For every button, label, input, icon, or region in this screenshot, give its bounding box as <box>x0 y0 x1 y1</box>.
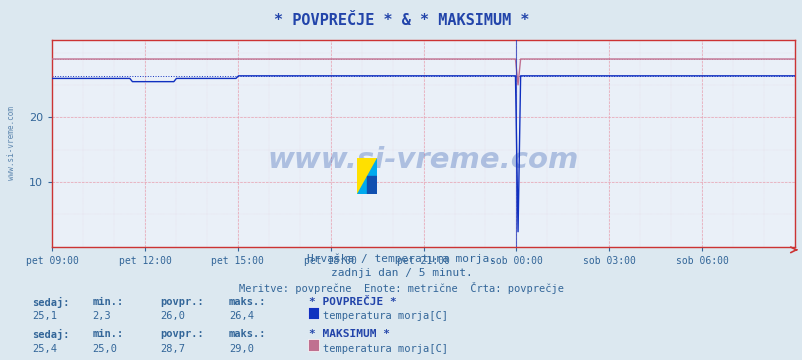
Text: www.si-vreme.com: www.si-vreme.com <box>7 106 16 180</box>
Polygon shape <box>357 158 377 194</box>
Text: 2,3: 2,3 <box>92 311 111 321</box>
Text: 28,7: 28,7 <box>160 344 185 354</box>
Text: min.:: min.: <box>92 329 124 339</box>
Text: temperatura morja[C]: temperatura morja[C] <box>322 344 448 354</box>
Text: sedaj:: sedaj: <box>32 297 70 308</box>
Text: Meritve: povprečne  Enote: metrične  Črta: povprečje: Meritve: povprečne Enote: metrične Črta:… <box>239 282 563 293</box>
Text: maks.:: maks.: <box>229 329 266 339</box>
Text: 26,0: 26,0 <box>160 311 185 321</box>
Polygon shape <box>357 158 377 194</box>
Text: zadnji dan / 5 minut.: zadnji dan / 5 minut. <box>330 268 472 278</box>
Text: sedaj:: sedaj: <box>32 329 70 341</box>
Text: povpr.:: povpr.: <box>160 297 204 307</box>
Text: * MAKSIMUM *: * MAKSIMUM * <box>309 329 390 339</box>
Text: 25,1: 25,1 <box>32 311 57 321</box>
Text: * POVPREČJE *: * POVPREČJE * <box>309 297 396 307</box>
Text: povpr.:: povpr.: <box>160 329 204 339</box>
Text: Hrvaška / temperatura morja.: Hrvaška / temperatura morja. <box>306 254 496 264</box>
Text: 29,0: 29,0 <box>229 344 253 354</box>
Polygon shape <box>367 176 377 194</box>
Text: 25,4: 25,4 <box>32 344 57 354</box>
Polygon shape <box>357 158 377 194</box>
Text: min.:: min.: <box>92 297 124 307</box>
Text: www.si-vreme.com: www.si-vreme.com <box>268 146 578 174</box>
Text: 26,4: 26,4 <box>229 311 253 321</box>
Text: * POVPREČJE * & * MAKSIMUM *: * POVPREČJE * & * MAKSIMUM * <box>273 13 529 28</box>
Text: 25,0: 25,0 <box>92 344 117 354</box>
Text: maks.:: maks.: <box>229 297 266 307</box>
Text: temperatura morja[C]: temperatura morja[C] <box>322 311 448 321</box>
